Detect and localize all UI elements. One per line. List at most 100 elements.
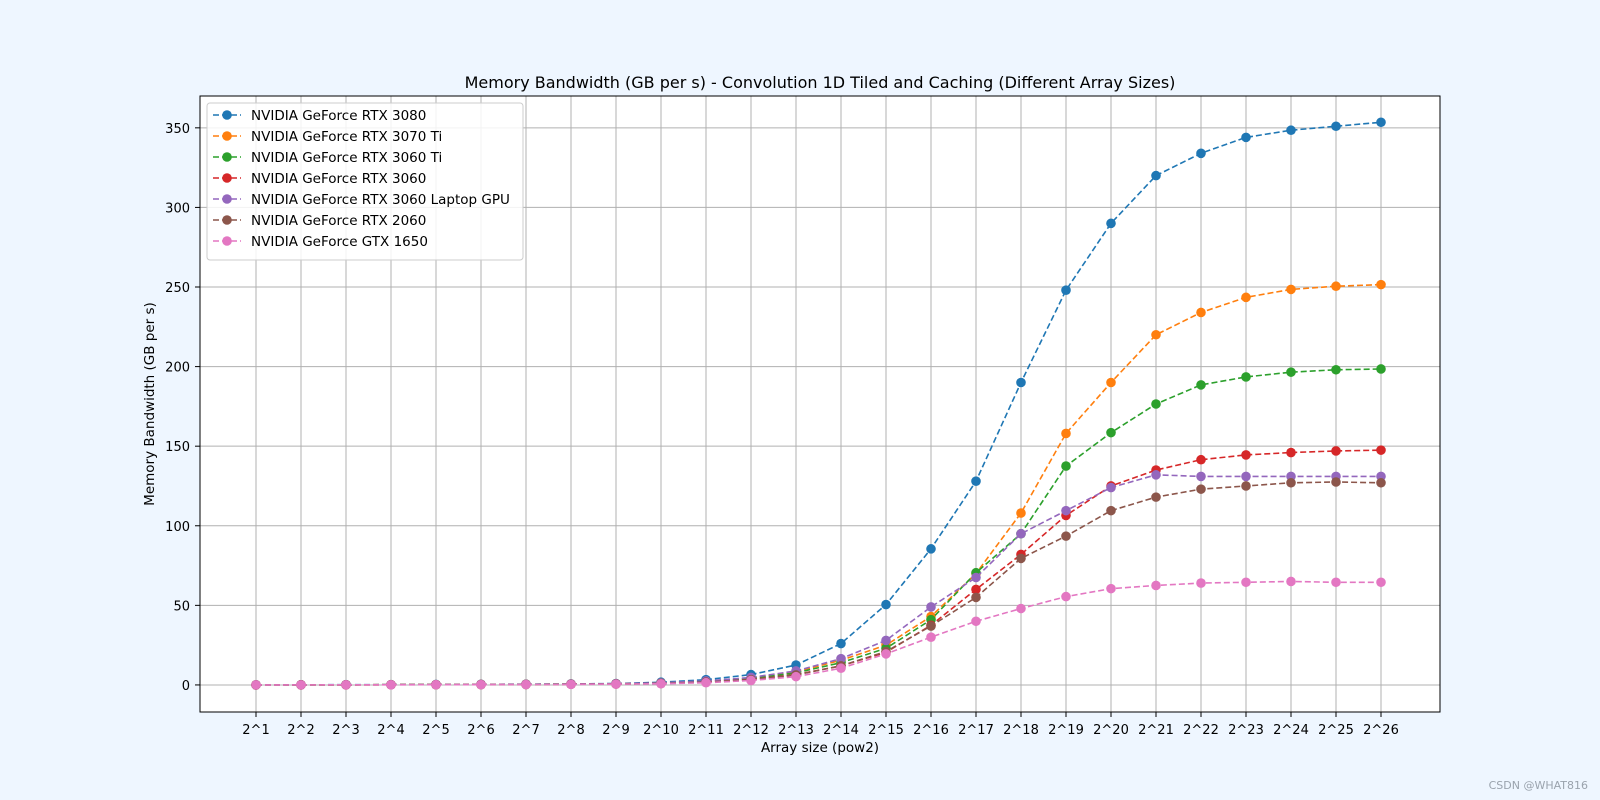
data-point (1286, 576, 1296, 587)
x-tick-label: 2^8 (557, 723, 584, 738)
data-point (1061, 531, 1071, 541)
y-tick-label: 350 (165, 122, 190, 137)
legend-swatch-marker (222, 236, 232, 246)
data-point (926, 621, 936, 631)
data-point (881, 635, 891, 646)
data-point (746, 675, 756, 686)
x-tick-label: 2^24 (1273, 723, 1309, 738)
legend-label: NVIDIA GeForce RTX 2060 (251, 213, 426, 229)
data-point (1106, 505, 1116, 516)
legend-entry: NVIDIA GeForce RTX 3080 (213, 108, 426, 124)
data-point (1061, 428, 1071, 439)
x-tick-label: 2^13 (778, 723, 814, 738)
data-point (1016, 508, 1026, 518)
data-point (701, 677, 711, 688)
x-tick-label: 2^21 (1138, 723, 1174, 738)
x-tick-label: 2^4 (377, 723, 404, 738)
x-tick-label: 2^17 (958, 723, 994, 738)
data-point (926, 544, 936, 554)
data-point (1106, 583, 1116, 594)
data-point (1376, 117, 1386, 128)
data-point (926, 602, 936, 612)
x-tick-label: 2^14 (823, 723, 859, 738)
data-point (1016, 377, 1026, 388)
data-point (971, 572, 981, 583)
series-line (255, 580, 1381, 686)
watermark: CSDN @WHAT816 (1488, 779, 1588, 792)
legend-swatch-marker (222, 131, 232, 141)
data-point (1241, 471, 1251, 482)
y-tick-label: 200 (165, 361, 190, 376)
data-point (1106, 218, 1116, 229)
data-point (1241, 292, 1251, 303)
data-point (1196, 380, 1206, 390)
data-point (1061, 461, 1071, 471)
data-point (971, 592, 981, 603)
series-6 (251, 576, 1386, 690)
data-point (1286, 447, 1296, 458)
data-point (1106, 482, 1116, 493)
data-point (1151, 170, 1161, 181)
data-point (1286, 367, 1296, 377)
y-tick-label: 0 (182, 679, 190, 694)
legend-box (206, 102, 524, 261)
data-point (1331, 446, 1341, 456)
x-axis: 2^1 2^2 2^3 2^4 2^5 2^6 2^7 2^8 2^9 2^10 2^11 2^12 2… (242, 712, 1399, 738)
legend-label: NVIDIA GeForce RTX 3060 (251, 171, 426, 187)
data-point (1376, 577, 1386, 588)
data-point (1196, 484, 1206, 494)
x-tick-label: 2^10 (643, 723, 679, 738)
data-point (1376, 445, 1386, 455)
data-point (1106, 427, 1116, 438)
data-point (1061, 285, 1071, 295)
data-point (386, 679, 396, 690)
x-tick-label: 2^6 (467, 723, 494, 738)
x-axis-label: Array size (pow2) (761, 740, 879, 756)
data-point (1331, 477, 1341, 487)
data-point (1376, 279, 1386, 290)
data-point (1151, 329, 1161, 340)
x-tick-label: 2^9 (602, 723, 629, 738)
legend-entry: NVIDIA GeForce RTX 3070 Ti (213, 129, 442, 145)
chart-title: Memory Bandwidth (GB per s) - Convolutio… (465, 73, 1176, 92)
series-line (255, 481, 1382, 686)
data-point (1376, 364, 1386, 374)
data-point (881, 599, 891, 610)
plot-frame (199, 95, 1441, 713)
data-point (971, 476, 981, 486)
data-point (1241, 577, 1251, 588)
series-line (255, 474, 1381, 686)
data-point (656, 678, 666, 689)
legend-swatch-marker (222, 215, 232, 225)
data-point (1331, 577, 1341, 588)
data-point (1331, 121, 1341, 132)
legend-entry: NVIDIA GeForce RTX 2060 (213, 213, 426, 229)
data-point (836, 638, 846, 649)
data-point (1241, 372, 1251, 382)
data-point (1376, 477, 1386, 488)
data-point (1016, 603, 1026, 614)
x-tick-label: 2^2 (287, 723, 314, 738)
data-point (1016, 528, 1026, 539)
legend-swatch-marker (222, 152, 232, 162)
data-point (971, 616, 981, 627)
legend-label: NVIDIA GeForce RTX 3080 (251, 108, 426, 124)
y-tick-label: 250 (165, 281, 190, 296)
data-point (1196, 578, 1206, 588)
y-tick-label: 150 (165, 440, 190, 455)
legend-label: NVIDIA GeForce RTX 3070 Ti (251, 129, 442, 145)
x-tick-label: 2^7 (512, 723, 539, 738)
x-tick-label: 2^26 (1363, 723, 1399, 738)
x-tick-label: 2^25 (1318, 723, 1354, 738)
legend-entry: NVIDIA GeForce GTX 1650 (213, 234, 428, 250)
data-point (1061, 505, 1071, 516)
legend-swatch-marker (222, 110, 232, 120)
legend-swatch-marker (222, 173, 232, 183)
legend-label: NVIDIA GeForce GTX 1650 (251, 234, 428, 250)
data-point (926, 632, 936, 642)
legend-swatch-marker (222, 194, 232, 204)
data-point (1196, 454, 1206, 465)
data-point (1061, 591, 1071, 602)
data-point (1286, 125, 1296, 136)
